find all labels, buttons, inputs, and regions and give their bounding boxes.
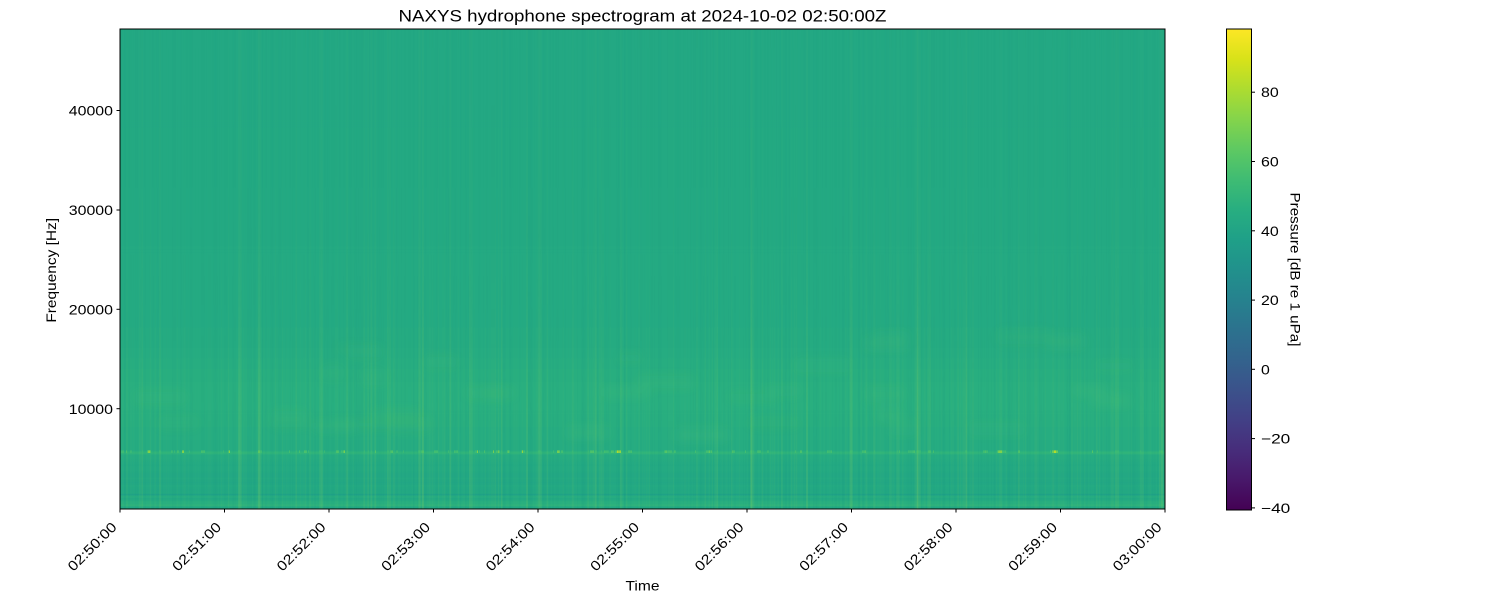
svg-text:80: 80 — [1261, 84, 1279, 100]
svg-text:10000: 10000 — [69, 401, 114, 417]
svg-text:40000: 40000 — [69, 103, 114, 119]
svg-text:60: 60 — [1261, 154, 1279, 170]
svg-text:Frequency [Hz]: Frequency [Hz] — [43, 218, 59, 323]
svg-text:0: 0 — [1261, 361, 1270, 377]
svg-text:40: 40 — [1261, 223, 1279, 239]
svg-text:20000: 20000 — [69, 301, 114, 317]
svg-text:Time: Time — [626, 577, 660, 593]
svg-text:−40: −40 — [1261, 500, 1291, 516]
svg-text:NAXYS hydrophone spectrogram a: NAXYS hydrophone spectrogram at 2024-10-… — [399, 7, 887, 26]
svg-text:20: 20 — [1261, 292, 1279, 308]
svg-text:30000: 30000 — [69, 202, 114, 218]
svg-text:−20: −20 — [1261, 431, 1291, 447]
svg-text:Pressure [dB re 1 uPa]: Pressure [dB re 1 uPa] — [1288, 193, 1304, 347]
